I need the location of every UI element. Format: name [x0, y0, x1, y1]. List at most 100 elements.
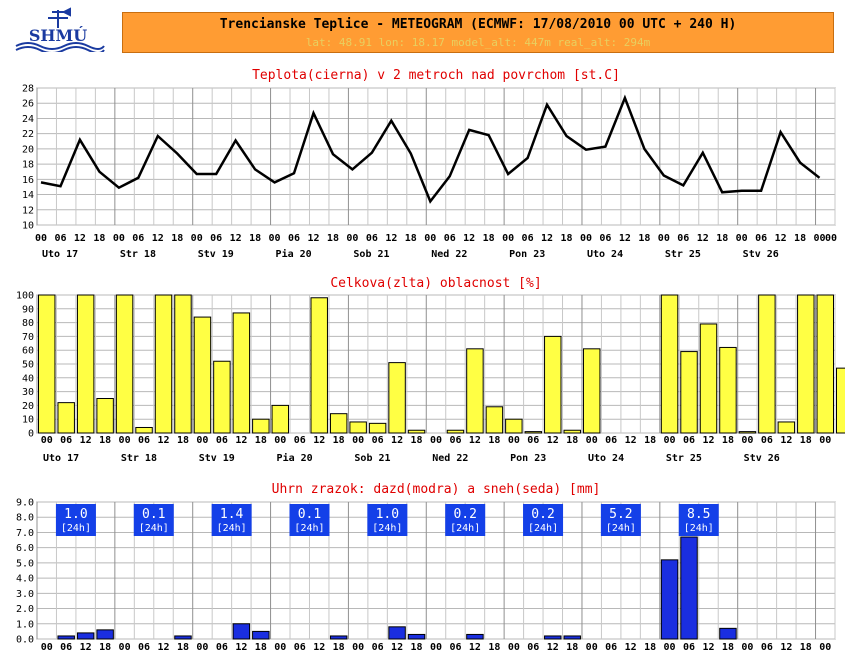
precip-bar	[57, 635, 75, 640]
hour-label: 06	[138, 435, 150, 446]
cloud-bar	[699, 323, 718, 434]
cloud-bar	[466, 348, 484, 434]
y-tick-label: 24	[22, 114, 34, 125]
hour-label: 18	[93, 233, 105, 244]
hour-label: 12	[541, 233, 553, 244]
hour-label: 06	[755, 233, 767, 244]
daily-total-badge: 1.0[24h]	[367, 504, 408, 536]
hour-label: 12	[619, 233, 631, 244]
station-meta: lat: 48.91 lon: 18.17 model_alt: 447m re…	[305, 36, 651, 49]
daily-total-badge: 0.1[24h]	[289, 504, 330, 536]
day-label: Stv 19	[199, 453, 235, 464]
hour-label: 18	[566, 642, 578, 653]
hour-label: 18	[333, 435, 345, 446]
hour-label: 18	[566, 435, 578, 446]
hour-label: 18	[722, 435, 734, 446]
hour-label: 12	[625, 435, 637, 446]
hour-label: 00	[658, 233, 670, 244]
cloud-bar	[524, 431, 543, 434]
precip-bar	[466, 633, 484, 640]
cloud-bar	[505, 418, 523, 434]
hour-label: 12	[697, 233, 709, 244]
hour-label: 00	[191, 233, 203, 244]
hour-label: 12	[152, 233, 164, 244]
hour-label: 12	[469, 642, 481, 653]
daily-total-box	[600, 504, 641, 536]
day-label: Stv 19	[198, 249, 234, 260]
cloud-bar	[407, 429, 426, 434]
y-tick-label: 60	[22, 346, 34, 357]
hour-label: 06	[677, 233, 689, 244]
daily-total-box	[211, 504, 252, 536]
hour-label: 12	[547, 642, 559, 653]
hour-label: 06	[449, 435, 461, 446]
hour-label: 00	[35, 233, 47, 244]
mast-icon	[48, 7, 71, 28]
cloud-bar	[680, 351, 698, 434]
cloud-chart	[36, 294, 845, 434]
hour-label: 06	[132, 233, 144, 244]
hour-label: 00	[819, 642, 831, 653]
cloud-bar	[193, 316, 212, 434]
hour-label: 00	[741, 642, 753, 653]
cloud-bar	[797, 294, 815, 434]
cloud-bar	[582, 348, 601, 434]
cloud-bar	[446, 429, 465, 434]
hour-label: 06	[761, 642, 773, 653]
cloud-bar	[836, 367, 845, 434]
daily-total-period: [24h]	[294, 523, 324, 534]
hour-label: 00	[825, 233, 837, 244]
daily-total-badge: 0.2[24h]	[523, 504, 564, 536]
daily-total-badge: 8.5[24h]	[678, 504, 719, 536]
cloud-bar	[544, 335, 562, 434]
daily-total-value: 0.1	[298, 507, 321, 522]
y-tick-label: 8.0	[16, 513, 34, 524]
hour-label: 00	[741, 435, 753, 446]
daily-total-badge: 0.1[24h]	[133, 504, 174, 536]
daily-total-box	[289, 504, 330, 536]
cloud-bar	[738, 431, 757, 434]
hour-label: 18	[411, 435, 423, 446]
y-tick-label: 14	[22, 190, 34, 201]
y-tick-label: 20	[22, 144, 34, 155]
hour-label: 06	[294, 435, 306, 446]
precip-chart-title: Uhrn zrazok: dazd(modra) a sneh(seda) [m…	[272, 482, 601, 497]
hour-label: 06	[372, 642, 384, 653]
hour-label: 00	[430, 642, 442, 653]
precip-bar	[174, 635, 192, 640]
cloud-bar	[816, 294, 834, 434]
cloud-bar	[349, 421, 367, 434]
y-tick-label: 12	[22, 205, 34, 216]
daily-total-value: 1.0	[376, 507, 399, 522]
day-label: Pia 20	[277, 452, 313, 464]
cloud-bar	[135, 426, 153, 434]
hour-label: 18	[488, 642, 500, 653]
hour-label: 06	[449, 642, 461, 653]
hour-label: 00	[586, 642, 598, 653]
daily-total-period: [24h]	[217, 523, 247, 534]
daily-total-box	[523, 504, 564, 536]
precip-bar	[563, 635, 581, 640]
hour-label: 12	[775, 233, 787, 244]
hour-label: 00	[41, 642, 53, 653]
precip-bar	[680, 536, 698, 640]
hour-label: 06	[605, 642, 617, 653]
day-label: Uto 24	[588, 453, 624, 464]
shmu-logo: SHMÚ	[8, 4, 108, 54]
hour-label: 18	[722, 642, 734, 653]
hour-label: 18	[333, 642, 345, 653]
precip-bar	[719, 627, 737, 640]
hour-label: 18	[560, 233, 572, 244]
hour-label: 06	[444, 233, 456, 244]
hour-label: 18	[488, 435, 500, 446]
hour-label: 12	[80, 435, 92, 446]
cloud-bar	[563, 429, 581, 434]
hour-label: 12	[702, 642, 714, 653]
y-tick-label: 2.0	[16, 604, 34, 615]
day-label: Stv 26	[743, 249, 779, 260]
hour-label: 00	[274, 435, 286, 446]
precip-bar	[407, 633, 426, 640]
y-tick-label: 5.0	[16, 558, 34, 569]
hour-label: 06	[216, 435, 228, 446]
